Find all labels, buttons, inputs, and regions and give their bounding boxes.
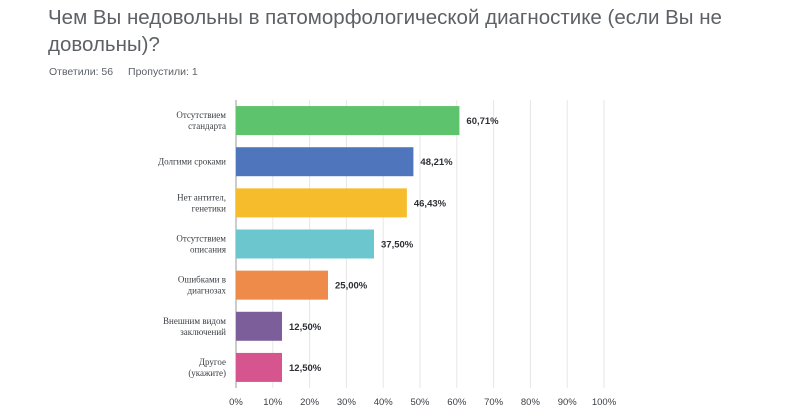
- category-label-line: Внешним видом: [163, 316, 226, 326]
- value-label: 25,00%: [335, 281, 368, 292]
- bar: [236, 106, 460, 136]
- category-label: Отсутствием стандарта: [176, 110, 226, 131]
- category-label: Внешним видом заключений: [163, 316, 226, 337]
- x-tick-label: 60%: [447, 397, 467, 408]
- answered-count: Ответили: 56: [49, 66, 114, 78]
- bar: [236, 229, 374, 259]
- category-label-line: диагнозах: [188, 286, 227, 296]
- category-label: Нет антител, генетики: [177, 192, 226, 213]
- x-tick-label: 50%: [410, 397, 430, 408]
- category-label: Долгими сроками: [158, 157, 226, 167]
- category-label-line: (укажите): [188, 368, 226, 378]
- category-label-line: генетики: [192, 203, 227, 213]
- bar: [236, 147, 414, 177]
- category-label: Ошибками в диагнозах: [178, 275, 227, 296]
- category-label-line: стандарта: [188, 121, 226, 131]
- response-stats: Ответили: 56 Пропустили: 1: [49, 66, 210, 78]
- category-label: Другое (укажите): [188, 357, 226, 378]
- value-label: 12,50%: [289, 322, 322, 333]
- x-tick-label: 80%: [521, 397, 541, 408]
- bar: [236, 188, 407, 218]
- category-label-line: Отсутствием: [176, 234, 226, 244]
- category-label: Отсутствием описания: [176, 234, 226, 255]
- value-label: 12,50%: [289, 363, 322, 374]
- x-tick-label: 40%: [374, 397, 394, 408]
- category-label-line: Ошибками в: [178, 275, 226, 285]
- category-label-line: Нет антител,: [177, 192, 226, 202]
- bar: [236, 352, 282, 382]
- x-tick-label: 10%: [263, 397, 283, 408]
- category-label-line: Долгими сроками: [158, 157, 226, 167]
- x-tick-label: 100%: [592, 397, 617, 408]
- category-label-line: Отсутствием: [176, 110, 226, 120]
- value-label: 48,21%: [420, 157, 453, 168]
- x-tick-label: 20%: [300, 397, 320, 408]
- x-tick-label: 90%: [558, 397, 578, 408]
- bar-layer: [236, 106, 460, 382]
- value-label: 37,50%: [381, 240, 414, 251]
- value-label: 60,71%: [466, 116, 499, 127]
- question-title: Чем Вы недовольны в патоморфологической …: [48, 6, 722, 56]
- value-label: 46,43%: [414, 198, 447, 209]
- x-tick-label: 30%: [337, 397, 357, 408]
- x-tick-label: 0%: [229, 397, 243, 408]
- skipped-count: Пропустили: 1: [128, 66, 198, 78]
- category-label-line: описания: [190, 245, 226, 255]
- bar: [236, 270, 328, 300]
- bar: [236, 311, 282, 341]
- tick-layer: 0% 10% 20% 30% 40% 50% 60% 70% 80% 90% 100%: [229, 397, 617, 408]
- x-tick-label: 70%: [484, 397, 504, 408]
- category-label-line: заключений: [180, 327, 226, 337]
- category-label-line: Другое: [199, 357, 226, 367]
- label-layer: Отсутствием стандарта 60,71%Долгими срокам…: [158, 110, 499, 378]
